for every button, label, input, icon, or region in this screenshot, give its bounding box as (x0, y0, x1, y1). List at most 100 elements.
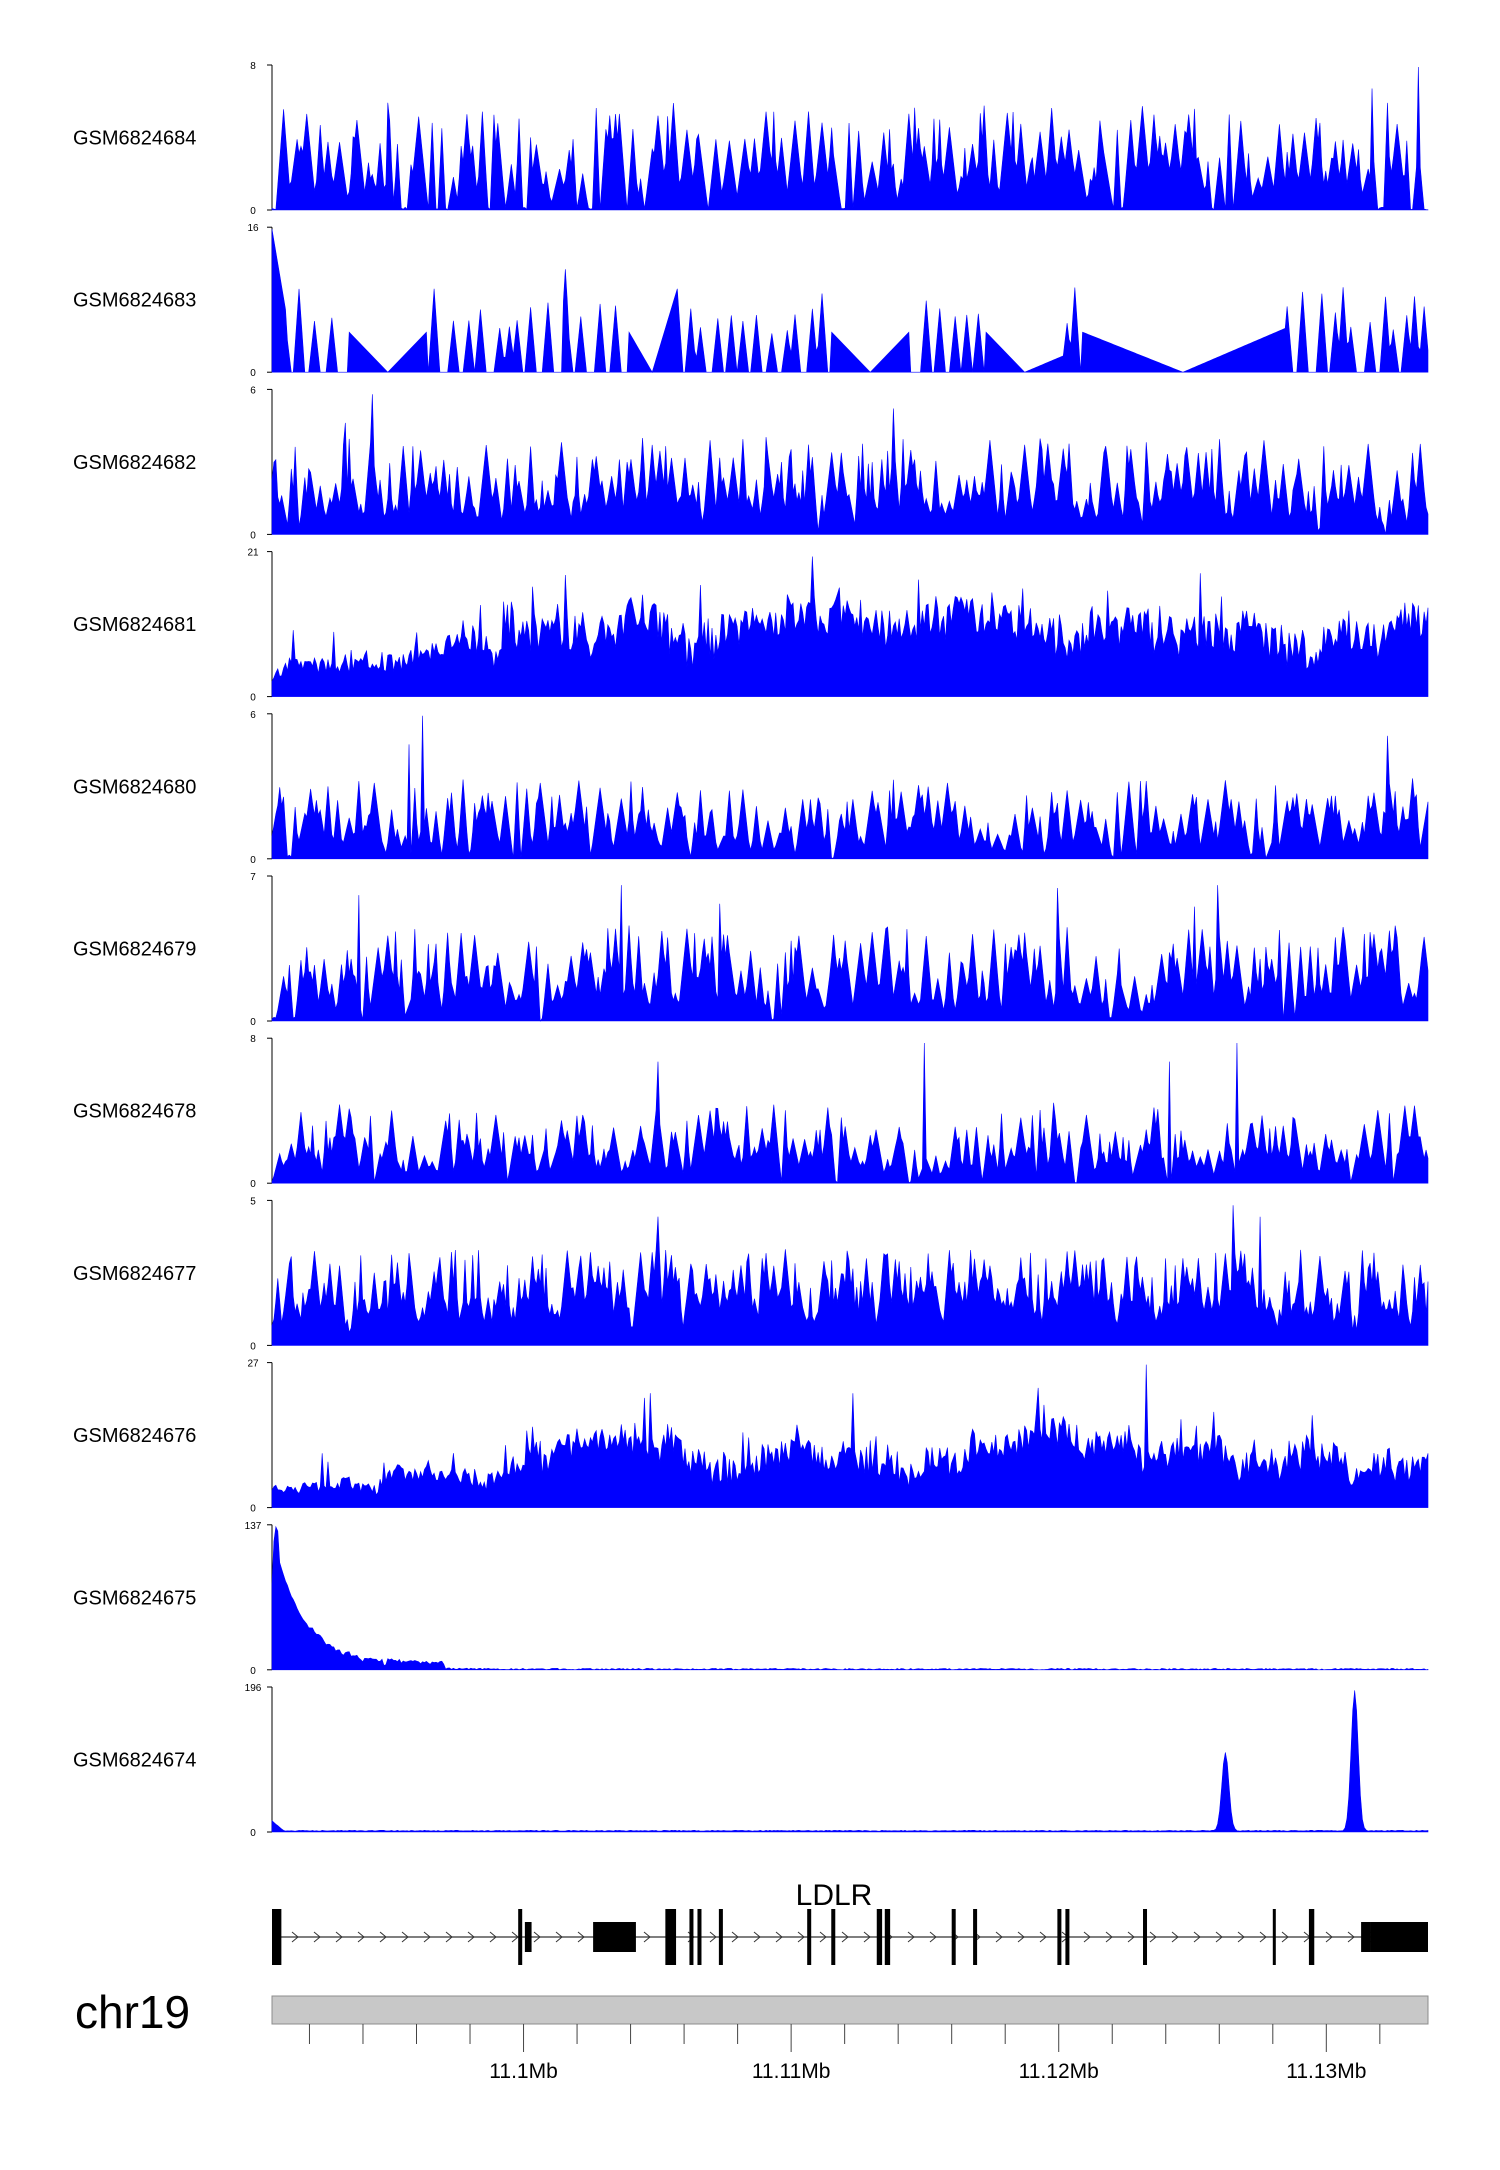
strand-arrow (555, 1931, 563, 1943)
signal-area (271, 1690, 1429, 1833)
strand-arrow (1083, 1931, 1091, 1943)
strand-arrow (709, 1931, 717, 1943)
y-tick-label-min: 0 (250, 1179, 256, 1190)
strand-arrow (1193, 1931, 1201, 1943)
track-GSM6824676: GSM6824676 27 0 (73, 1359, 1429, 1515)
track-GSM6824684: GSM6824684 8 0 (73, 61, 1429, 217)
y-tick-label-min: 0 (250, 1828, 256, 1839)
gene-exon (697, 1909, 702, 1965)
strand-arrow (577, 1931, 585, 1943)
track-label: GSM6824679 (73, 939, 196, 961)
strand-arrow (1171, 1931, 1179, 1943)
track-GSM6824680: GSM6824680 6 0 (73, 710, 1429, 866)
x-tick-label: 11.11Mb (752, 2060, 831, 2083)
strand-arrow (1237, 1931, 1245, 1943)
strand-arrow (819, 1931, 827, 1943)
track-label: GSM6824680 (73, 776, 196, 798)
y-tick-label-min: 0 (250, 855, 256, 866)
track-GSM6824682: GSM6824682 6 0 (73, 385, 1429, 541)
strand-arrow (775, 1931, 783, 1943)
y-tick-label-max: 196 (245, 1683, 262, 1694)
gene-exon (718, 1909, 723, 1965)
y-tick-label-max: 6 (250, 385, 256, 396)
gene-exon (593, 1922, 636, 1952)
strand-arrow (1259, 1931, 1267, 1943)
gene-exon (876, 1909, 883, 1965)
strand-arrow (1347, 1931, 1355, 1943)
x-tick-label: 11.13Mb (1286, 2060, 1366, 2083)
signal-area (271, 1205, 1429, 1346)
track-GSM6824683: GSM6824683 16 0 (73, 223, 1429, 379)
gene-exon (272, 1909, 282, 1965)
strand-arrow (357, 1931, 365, 1943)
track-label: GSM6824682 (73, 452, 196, 474)
y-tick-label-max: 16 (247, 223, 259, 234)
signal-area (271, 556, 1429, 697)
strand-arrow (929, 1931, 937, 1943)
strand-arrow (1215, 1931, 1223, 1943)
strand-arrow (489, 1931, 497, 1943)
x-tick-label: 11.12Mb (1019, 2060, 1099, 2083)
y-tick-label-min: 0 (250, 1666, 256, 1677)
gene-exon (1272, 1909, 1276, 1965)
signal-area (271, 1364, 1429, 1508)
track-GSM6824675: GSM6824675 137 0 (73, 1521, 1429, 1677)
track-label: GSM6824683 (73, 290, 196, 312)
y-tick-label-min: 0 (250, 368, 256, 379)
strand-arrow (1017, 1931, 1025, 1943)
strand-arrow (1039, 1931, 1047, 1943)
gene-name-label: LDLR (796, 1879, 873, 1912)
gene-exon (518, 1909, 523, 1965)
strand-arrow (907, 1931, 915, 1943)
signal-area (271, 1525, 1429, 1671)
strand-arrow (863, 1931, 871, 1943)
genome-axis: 11.1Mb 11.11Mb 11.12Mb 11.13Mb (308, 2024, 1381, 2083)
y-tick-label-max: 137 (245, 1521, 262, 1532)
gene-exon (1361, 1922, 1371, 1952)
strand-arrow (1325, 1931, 1333, 1943)
gene-exon (1143, 1909, 1148, 1965)
chromosome-track: chr19 (75, 1986, 1429, 2038)
y-tick-label-max: 7 (250, 872, 256, 883)
strand-arrow (753, 1931, 761, 1943)
track-GSM6824681: GSM6824681 21 0 (73, 548, 1429, 704)
strand-arrow (1105, 1931, 1113, 1943)
strand-arrow (1149, 1931, 1157, 1943)
y-tick-label-min: 0 (250, 206, 256, 217)
strand-arrow (533, 1931, 541, 1943)
strand-arrow (467, 1931, 475, 1943)
strand-arrow (1281, 1931, 1289, 1943)
y-tick-label-max: 21 (247, 548, 259, 559)
gene-exon (1308, 1909, 1315, 1965)
gene-exon (807, 1909, 812, 1965)
y-tick-label-min: 0 (250, 1017, 256, 1028)
track-label: GSM6824678 (73, 1101, 196, 1123)
strand-arrow (401, 1931, 409, 1943)
strand-arrow (731, 1931, 739, 1943)
gene-track: LDLR (272, 1879, 1428, 1965)
y-tick-label-min: 0 (250, 530, 256, 541)
y-tick-label-max: 6 (250, 710, 256, 721)
strand-arrow (423, 1931, 431, 1943)
gene-exon (951, 1909, 956, 1965)
track-label: GSM6824681 (73, 614, 196, 636)
strand-arrow (797, 1931, 805, 1943)
track-label: GSM6824684 (73, 128, 196, 150)
y-tick-label-min: 0 (250, 1341, 256, 1352)
gene-exon (689, 1909, 694, 1965)
gene-exon (884, 1909, 891, 1965)
strand-arrow (291, 1931, 299, 1943)
strand-arrow (313, 1931, 321, 1943)
strand-arrow (1127, 1931, 1135, 1943)
y-tick-label-max: 8 (250, 61, 256, 72)
track-GSM6824679: GSM6824679 7 0 (73, 872, 1429, 1028)
gene-exon (1057, 1909, 1062, 1965)
y-tick-label-min: 0 (250, 693, 256, 704)
chromosome-label: chr19 (75, 1986, 190, 2038)
y-tick-label-max: 27 (247, 1359, 259, 1370)
gene-exon (1370, 1922, 1428, 1952)
y-tick-label-min: 0 (250, 1504, 256, 1515)
strand-arrow (643, 1931, 651, 1943)
gene-exon (973, 1909, 978, 1965)
